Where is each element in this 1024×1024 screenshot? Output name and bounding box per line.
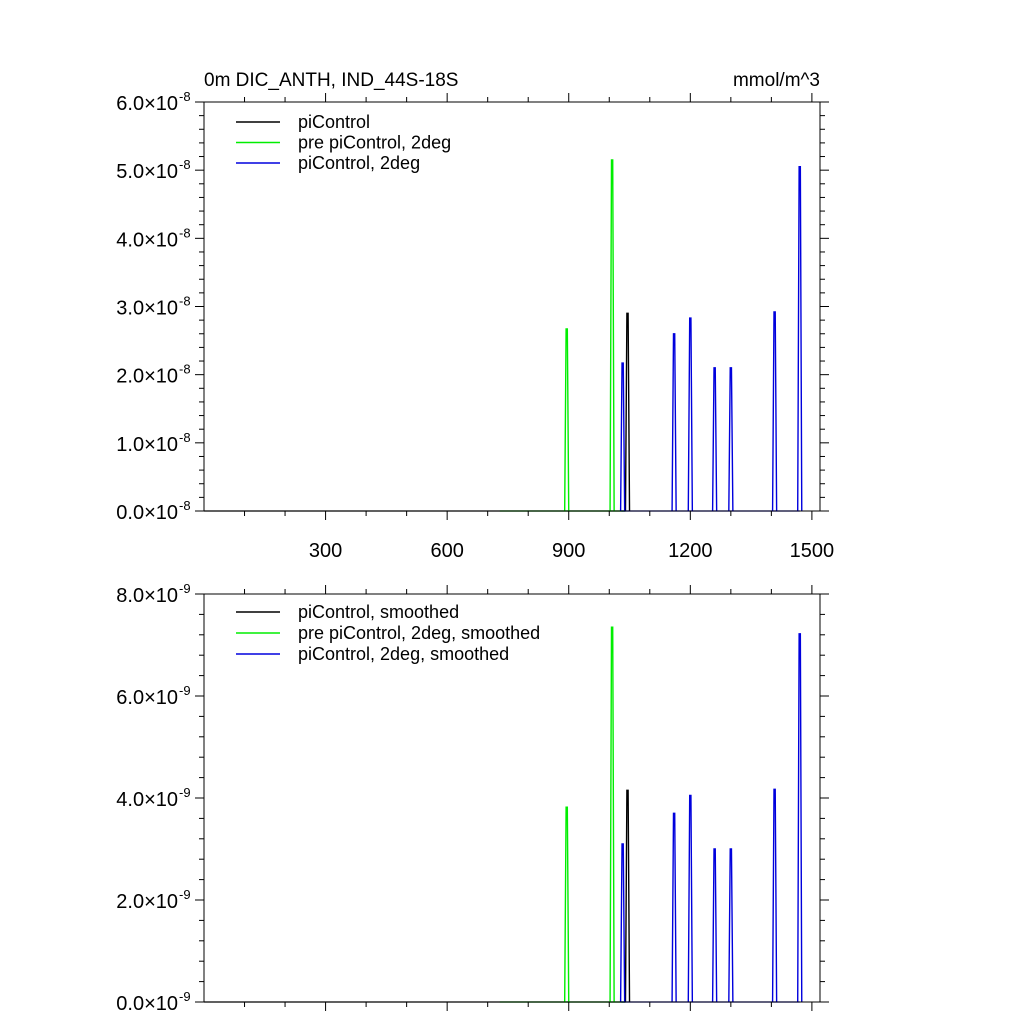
series-2 <box>499 626 626 1003</box>
data-spike <box>619 362 626 512</box>
data-spike <box>728 367 734 512</box>
y-tick-label: 6.0×10 <box>116 93 178 115</box>
y-tick-label: 2.0×10 <box>116 891 178 913</box>
y-tick-label: 1.0×10 <box>116 434 178 456</box>
y-tick-exponent: -9 <box>179 683 191 698</box>
plot-frame <box>203 101 821 512</box>
x-tick-label: 600 <box>430 540 463 562</box>
data-spike <box>687 317 694 512</box>
legend-label: piControl, 2deg, smoothed <box>298 644 509 664</box>
data-spike <box>671 812 677 1003</box>
data-spike <box>711 848 718 1003</box>
legend-label: piControl, smoothed <box>298 602 459 622</box>
units-label: mmol/m^3 <box>733 70 820 91</box>
y-tick-label: 8.0×10 <box>116 585 178 607</box>
data-spike <box>624 312 631 512</box>
data-spike <box>771 311 778 512</box>
x-tick-label: 900 <box>552 540 585 562</box>
data-spike <box>771 788 778 1003</box>
data-spike <box>624 789 631 1003</box>
y-tick-exponent: -8 <box>179 362 191 377</box>
y-tick-label: 4.0×10 <box>116 229 178 251</box>
y-tick-label: 0.0×10 <box>116 502 178 524</box>
legend-label: pre piControl, 2deg, smoothed <box>298 623 540 643</box>
data-spike <box>619 843 626 1003</box>
chart-title: 0m DIC_ANTH, IND_44S-18S <box>204 70 458 91</box>
x-tick-label: 1200 <box>668 540 713 562</box>
y-tick-label: 3.0×10 <box>116 298 178 320</box>
data-spike <box>609 626 615 1003</box>
y-tick-exponent: -8 <box>179 498 191 513</box>
y-tick-exponent: -9 <box>179 581 191 596</box>
series-3 <box>619 166 803 512</box>
y-tick-label: 0.0×10 <box>116 993 178 1015</box>
chart-top: 0m DIC_ANTH, IND_44S-18S mmol/m^3 300 600 90… <box>116 70 834 562</box>
data-spike <box>728 848 734 1003</box>
legend-label: piControl, 2deg <box>298 153 420 173</box>
data-spike <box>563 328 570 512</box>
data-spike <box>687 794 694 1003</box>
series-3 <box>619 633 803 1003</box>
y-tick-exponent: -9 <box>179 887 191 902</box>
legend-label: pre piControl, 2deg <box>298 133 451 153</box>
y-tick-label: 5.0×10 <box>116 161 178 183</box>
data-spike <box>797 633 803 1003</box>
y-tick-label: 4.0×10 <box>116 789 178 811</box>
y-tick-exponent: -9 <box>179 989 191 1004</box>
chart-bottom: 0.0×10 -92.0×10 -94.0×10 -96.0×10 -98.0×10 -9… <box>116 581 829 1015</box>
y-tick-exponent: -8 <box>179 225 191 240</box>
data-spike <box>609 159 615 512</box>
y-tick-exponent: -8 <box>179 157 191 172</box>
legend-label: piControl <box>298 112 370 132</box>
y-tick-exponent: -8 <box>179 294 191 309</box>
y-tick-label: 6.0×10 <box>116 687 178 709</box>
y-tick-exponent: -9 <box>179 785 191 800</box>
x-tick-label: 1500 <box>790 540 835 562</box>
data-spike <box>797 166 803 512</box>
x-tick-label: 300 <box>309 540 342 562</box>
data-spike <box>671 333 677 512</box>
y-tick-exponent: -8 <box>179 89 191 104</box>
data-spike <box>563 806 570 1003</box>
y-tick-label: 2.0×10 <box>116 366 178 388</box>
y-tick-exponent: -8 <box>179 430 191 445</box>
data-spike <box>711 367 718 512</box>
plot-frame <box>203 593 821 1003</box>
series-2 <box>499 159 626 512</box>
